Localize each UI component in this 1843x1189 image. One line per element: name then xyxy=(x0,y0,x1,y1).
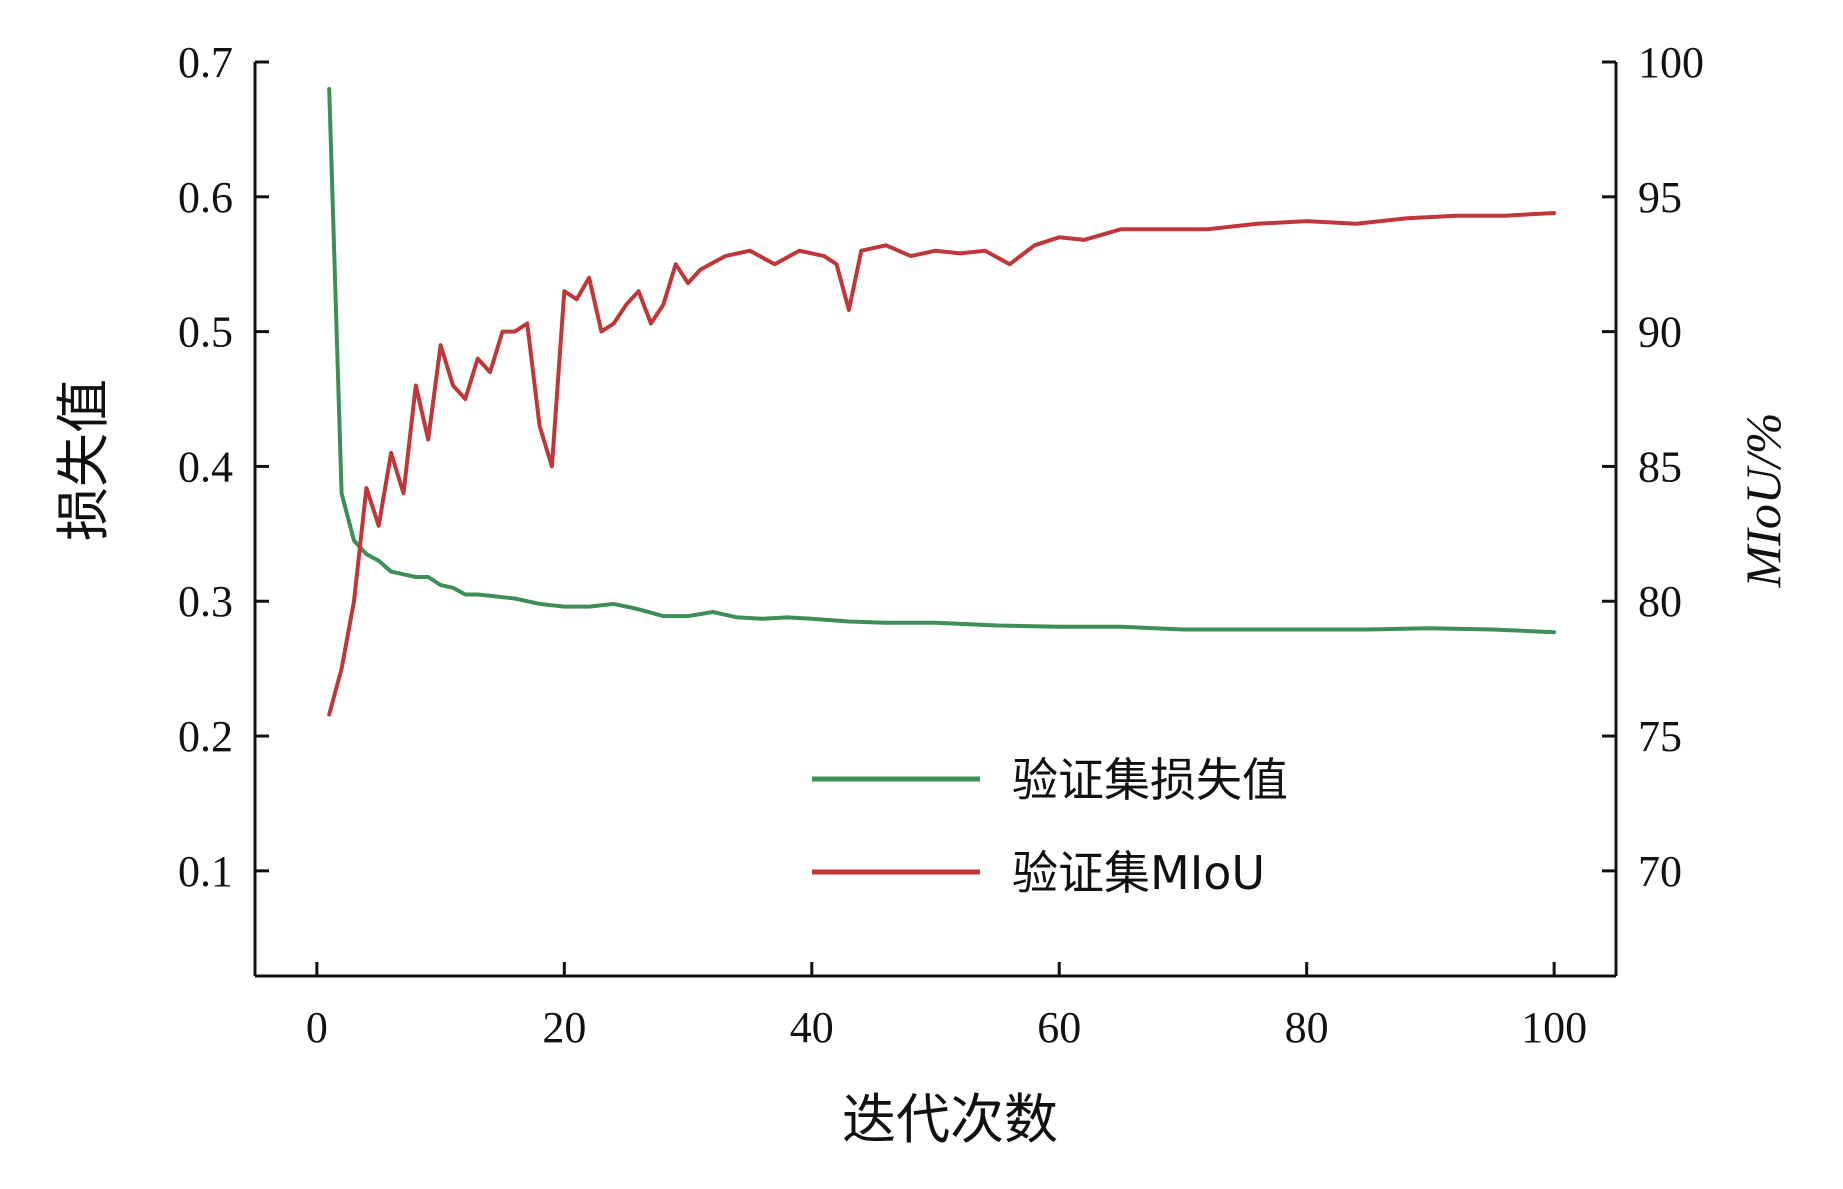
left-y-tick-label: 0.3 xyxy=(178,577,233,626)
right-y-axis-title: MIoU/% xyxy=(1735,413,1791,589)
x-tick-label: 60 xyxy=(1037,1003,1081,1052)
legend-label-loss: 验证集损失值 xyxy=(1012,753,1288,807)
right-y-axis-ticks: 70 75 80 85 90 95 100 xyxy=(1602,38,1704,896)
right-y-tick-label: 95 xyxy=(1638,173,1682,222)
left-y-tick-label: 0.6 xyxy=(178,173,233,222)
right-y-tick-label: 90 xyxy=(1638,308,1682,357)
left-y-tick-label: 0.4 xyxy=(178,442,233,491)
left-y-tick-label: 0.7 xyxy=(178,38,233,87)
plot-axes xyxy=(253,62,1618,978)
x-tick-label: 20 xyxy=(542,1003,586,1052)
right-y-tick-label: 100 xyxy=(1638,38,1704,87)
x-axis-ticks: 0 20 40 60 80 100 xyxy=(306,962,1587,1052)
legend-label-miou: 验证集MIoU xyxy=(1012,846,1265,900)
left-y-axis-title: 损失值 xyxy=(52,379,115,541)
loss-series-line xyxy=(327,87,1557,635)
right-y-tick-label: 75 xyxy=(1638,712,1682,761)
miou-series-line xyxy=(327,211,1557,717)
series-lines xyxy=(327,87,1557,717)
right-y-tick-label: 70 xyxy=(1638,847,1682,896)
right-y-tick-label: 80 xyxy=(1638,577,1682,626)
x-tick-label: 40 xyxy=(790,1003,834,1052)
x-tick-label: 0 xyxy=(306,1003,328,1052)
x-tick-label: 100 xyxy=(1521,1003,1587,1052)
x-tick-label: 80 xyxy=(1285,1003,1329,1052)
left-y-tick-label: 0.1 xyxy=(178,847,233,896)
right-y-tick-label: 85 xyxy=(1638,442,1682,491)
left-y-axis-ticks: 0.1 0.2 0.3 0.4 0.5 0.6 0.7 xyxy=(178,38,269,896)
left-y-tick-label: 0.5 xyxy=(178,308,233,357)
x-axis-title: 迭代次数 xyxy=(842,1088,1058,1151)
legend: 验证集损失值 验证集MIoU xyxy=(812,753,1288,900)
left-y-tick-label: 0.2 xyxy=(178,712,233,761)
